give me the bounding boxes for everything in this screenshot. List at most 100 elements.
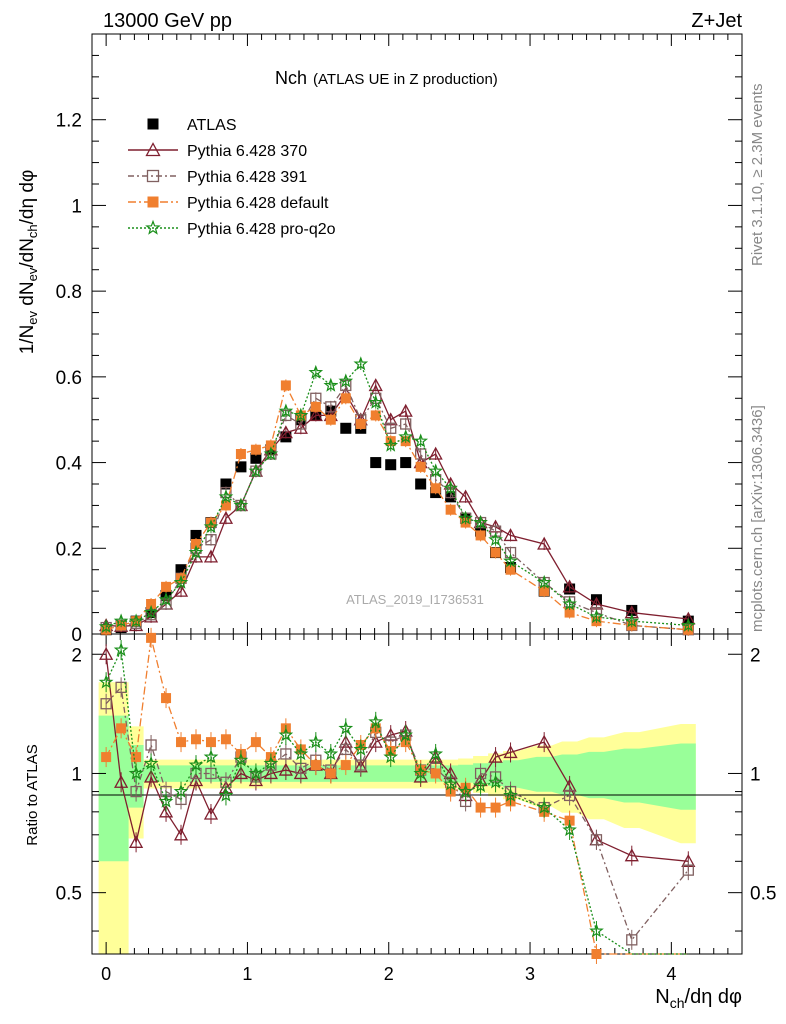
- ratio-point: [176, 737, 187, 748]
- ratio-point: [536, 799, 552, 814]
- ratio-point: [475, 802, 486, 813]
- legend-label: ATLAS: [187, 117, 237, 134]
- ratio-point: [589, 923, 604, 938]
- data-point: [293, 420, 308, 434]
- ratio-point: [143, 769, 159, 783]
- ratio-point: [355, 759, 367, 771]
- ratio-point: [130, 785, 142, 798]
- ratio-point: [143, 755, 159, 770]
- series-4: [98, 356, 696, 634]
- ratio-point: [340, 743, 352, 756]
- data-point: [415, 478, 427, 490]
- data-point: [503, 553, 518, 568]
- ratio-point: [233, 752, 249, 767]
- y-tick-label: 1: [71, 196, 82, 217]
- data-point: [308, 408, 323, 422]
- data-point: [235, 449, 246, 459]
- data-point: [235, 461, 247, 473]
- data-point: [537, 536, 552, 550]
- data-point: [385, 422, 397, 434]
- data-point: [564, 607, 575, 618]
- y-tick-label: 1.2: [56, 111, 82, 132]
- data-point: [323, 377, 339, 392]
- data-point: [250, 444, 261, 455]
- ratio-y-axis-label: Ratio to ATLAS: [24, 744, 41, 845]
- data-point: [562, 596, 577, 611]
- data-point: [233, 497, 249, 512]
- data-point: [308, 364, 324, 379]
- main-series-group: [98, 356, 696, 636]
- ratio-point: [191, 734, 201, 745]
- ratio-point: [128, 834, 144, 848]
- data-point: [278, 403, 294, 418]
- uncertainty-bands: [98, 682, 696, 954]
- ratio-tick-label-right: 1: [750, 764, 761, 785]
- legend-marker: [147, 118, 159, 130]
- ratio-point: [263, 755, 279, 770]
- mcplots-label: mcplots.cern.ch [arXiv:1306.3436]: [749, 405, 766, 632]
- ratio-point: [488, 774, 503, 789]
- axis-tick-labels: 0 1 2 3 4 0 0.2 0.4 0.6 0.8 1 1.2 0.5 0.5 1 1 2 2: [56, 111, 777, 984]
- data-point: [263, 446, 279, 461]
- ratio-point: [248, 765, 264, 780]
- ratio-tick-label-right: 0.5: [750, 884, 776, 905]
- ratio-point: [158, 793, 174, 808]
- ratio-point: [293, 746, 309, 761]
- data-point: [368, 394, 383, 409]
- ratio-point: [205, 737, 216, 748]
- ratio-point: [503, 745, 518, 759]
- data-point: [398, 429, 414, 444]
- ratio-point: [278, 727, 294, 742]
- ratio-point: [158, 804, 174, 818]
- ratio-point: [98, 674, 114, 689]
- data-point: [589, 609, 604, 624]
- data-point: [218, 489, 234, 504]
- ratio-point: [353, 741, 369, 756]
- data-point: [173, 583, 189, 597]
- data-point: [280, 380, 291, 391]
- data-point: [205, 534, 217, 546]
- data-point: [218, 510, 234, 524]
- series-line: [106, 383, 689, 627]
- legend-label: Pythia 6.428 391: [187, 169, 307, 186]
- data-point: [98, 618, 114, 634]
- ratio-point: [173, 827, 189, 841]
- ratio-point: [128, 765, 144, 780]
- legend-entry: Pythia 6.428 370: [128, 142, 307, 160]
- ratio-point: [310, 760, 321, 771]
- data-point: [113, 613, 129, 628]
- data-point: [503, 528, 518, 542]
- ratio-point: [624, 848, 639, 862]
- data-point: [158, 591, 174, 607]
- ratio-point: [280, 748, 292, 760]
- ratio-point: [428, 746, 444, 761]
- legend-entry: Pythia 6.428 default: [128, 195, 329, 212]
- axis-ticks: [92, 34, 743, 954]
- ratio-point: [205, 767, 217, 780]
- data-point: [220, 500, 231, 511]
- data-point: [203, 549, 219, 563]
- ratio-point: [218, 787, 234, 802]
- ratio-point: [338, 720, 354, 735]
- legend-marker: [145, 142, 161, 157]
- data-point: [445, 504, 456, 515]
- band-yellow: [98, 682, 696, 954]
- ratio-point: [263, 766, 278, 780]
- ratio-point: [250, 737, 261, 748]
- data-point: [128, 613, 144, 628]
- ratio-point: [323, 746, 339, 761]
- ratio-point: [368, 734, 383, 748]
- x-tick-label: 1: [242, 964, 252, 984]
- data-point: [325, 401, 337, 413]
- data-point: [415, 448, 427, 460]
- ratio-point: [161, 693, 172, 704]
- data-point: [278, 425, 293, 439]
- legend-entry: ATLAS: [147, 117, 237, 134]
- ratio-point: [203, 749, 219, 764]
- ratio-point: [113, 642, 129, 657]
- ratio-point: [114, 774, 129, 788]
- data-point: [173, 574, 189, 589]
- ratio-point: [591, 949, 602, 959]
- data-point: [370, 457, 382, 469]
- data-point: [428, 446, 443, 460]
